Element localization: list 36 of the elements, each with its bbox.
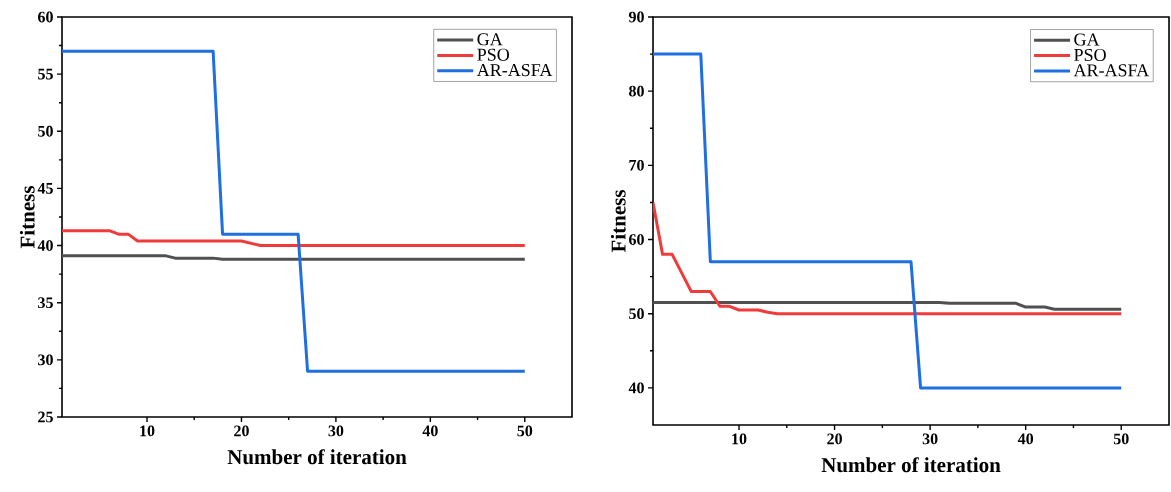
y-tick-label: 35 <box>38 297 53 309</box>
legend-label: AR-ASFA <box>1073 64 1150 77</box>
y-axis-title: Fitness <box>19 186 35 249</box>
x-tick-label: 10 <box>140 425 155 437</box>
legend-label: PSO <box>1074 48 1106 62</box>
y-tick-label: 80 <box>629 85 644 97</box>
x-tick-label: 50 <box>1113 433 1129 445</box>
y-tick-label: 70 <box>629 159 644 171</box>
x-tick-label: 30 <box>328 425 344 437</box>
y-axis-title: Fitness <box>610 190 626 253</box>
y-tick-label: 60 <box>629 234 644 245</box>
y-tick-label: 50 <box>629 308 644 320</box>
x-tick-label: 50 <box>517 425 533 437</box>
x-tick-label: 10 <box>732 433 747 445</box>
line-series <box>653 301 1123 311</box>
legend-label: PSO <box>477 48 510 61</box>
line-series <box>653 200 1123 316</box>
y-tick-label: 45 <box>37 183 53 194</box>
y-tick-label: 30 <box>38 354 53 366</box>
y-tick-label: 40 <box>628 382 644 394</box>
y-tick-label: 50 <box>38 125 53 137</box>
x-axis-title: Number of iteration <box>821 457 1001 473</box>
x-tick-label: 40 <box>1017 433 1034 445</box>
y-tick-label: 40 <box>37 240 53 251</box>
x-tick-label: 30 <box>922 433 938 445</box>
x-tick-label: 20 <box>827 433 842 445</box>
y-tick-label: 25 <box>38 411 53 423</box>
y-tick-label: 60 <box>38 11 53 23</box>
x-tick-label: 20 <box>234 425 249 437</box>
y-tick-label: 90 <box>628 11 644 23</box>
legend-label: GA <box>1074 33 1100 46</box>
legend-label: AR-ASFA <box>476 64 553 77</box>
legend-label: GA <box>477 33 503 46</box>
x-axis-title: Number of iteration <box>227 449 407 465</box>
x-tick-label: 40 <box>422 425 438 437</box>
y-tick-label: 55 <box>38 68 53 80</box>
